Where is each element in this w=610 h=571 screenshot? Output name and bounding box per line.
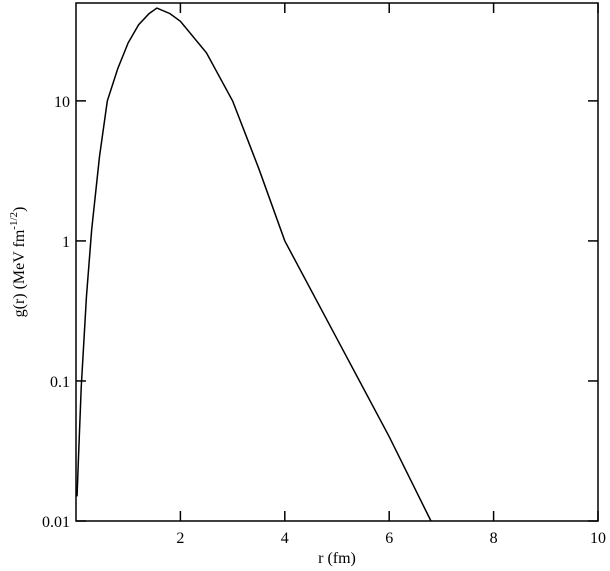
y-tick-label: 1 <box>62 234 70 251</box>
x-tick-label: 6 <box>385 530 393 547</box>
x-tick-label: 4 <box>281 530 289 547</box>
y-axis-label-suffix: ) <box>11 207 28 212</box>
x-tick-label: 8 <box>490 530 498 547</box>
y-axis-label: g(r) (MeV fm-1/2) <box>8 207 28 318</box>
plot-frame <box>75 2 599 522</box>
x-tick-label: 10 <box>590 530 606 547</box>
y-tick-label: 10 <box>54 94 70 111</box>
y-tick-label: 0.1 <box>50 374 70 391</box>
x-axis-label: r (fm) <box>318 550 356 567</box>
y-axis-label-superscript: -1/2 <box>8 212 20 230</box>
y-axis-label-main: g(r) (MeV fm <box>11 229 28 317</box>
y-tick-label: 0.01 <box>42 514 70 531</box>
x-tick-label: 2 <box>176 530 184 547</box>
data-line <box>76 7 432 522</box>
